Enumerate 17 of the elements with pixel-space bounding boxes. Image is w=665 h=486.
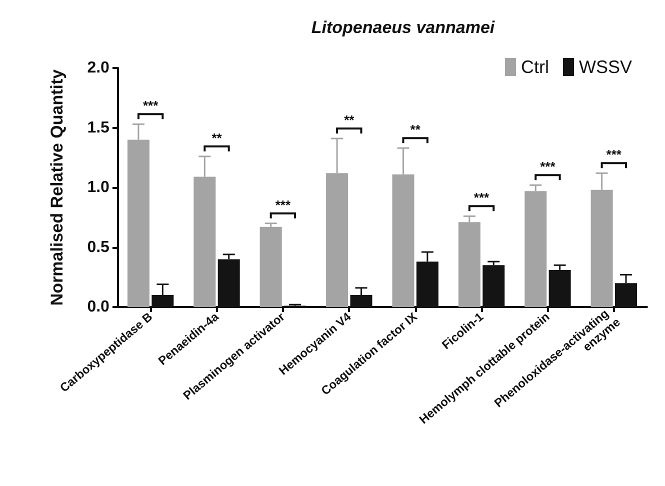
annotation: *** [142,98,160,114]
y-tick-label: 1.0 [87,179,110,196]
chart-title: Litopenaeus vannamei [311,18,496,37]
y-tick-label: 1.5 [87,119,110,136]
y-tick-label: 0.0 [87,298,110,316]
annotation: *** [606,147,622,162]
y-tick-label: 2.0 [87,60,110,76]
y-axis-title: Normalised Relative Quantity [47,68,66,306]
annotation: *** [474,190,490,206]
y-tick-label: 0.5 [87,238,110,256]
legend-label: Ctrl [521,57,549,77]
annotation: ** [410,122,422,138]
annotation: ** [344,112,356,128]
annotation: *** [275,197,292,212]
annotation: *** [540,159,556,174]
annotation: ** [212,130,223,146]
legend-label: WSSV [578,57,632,77]
